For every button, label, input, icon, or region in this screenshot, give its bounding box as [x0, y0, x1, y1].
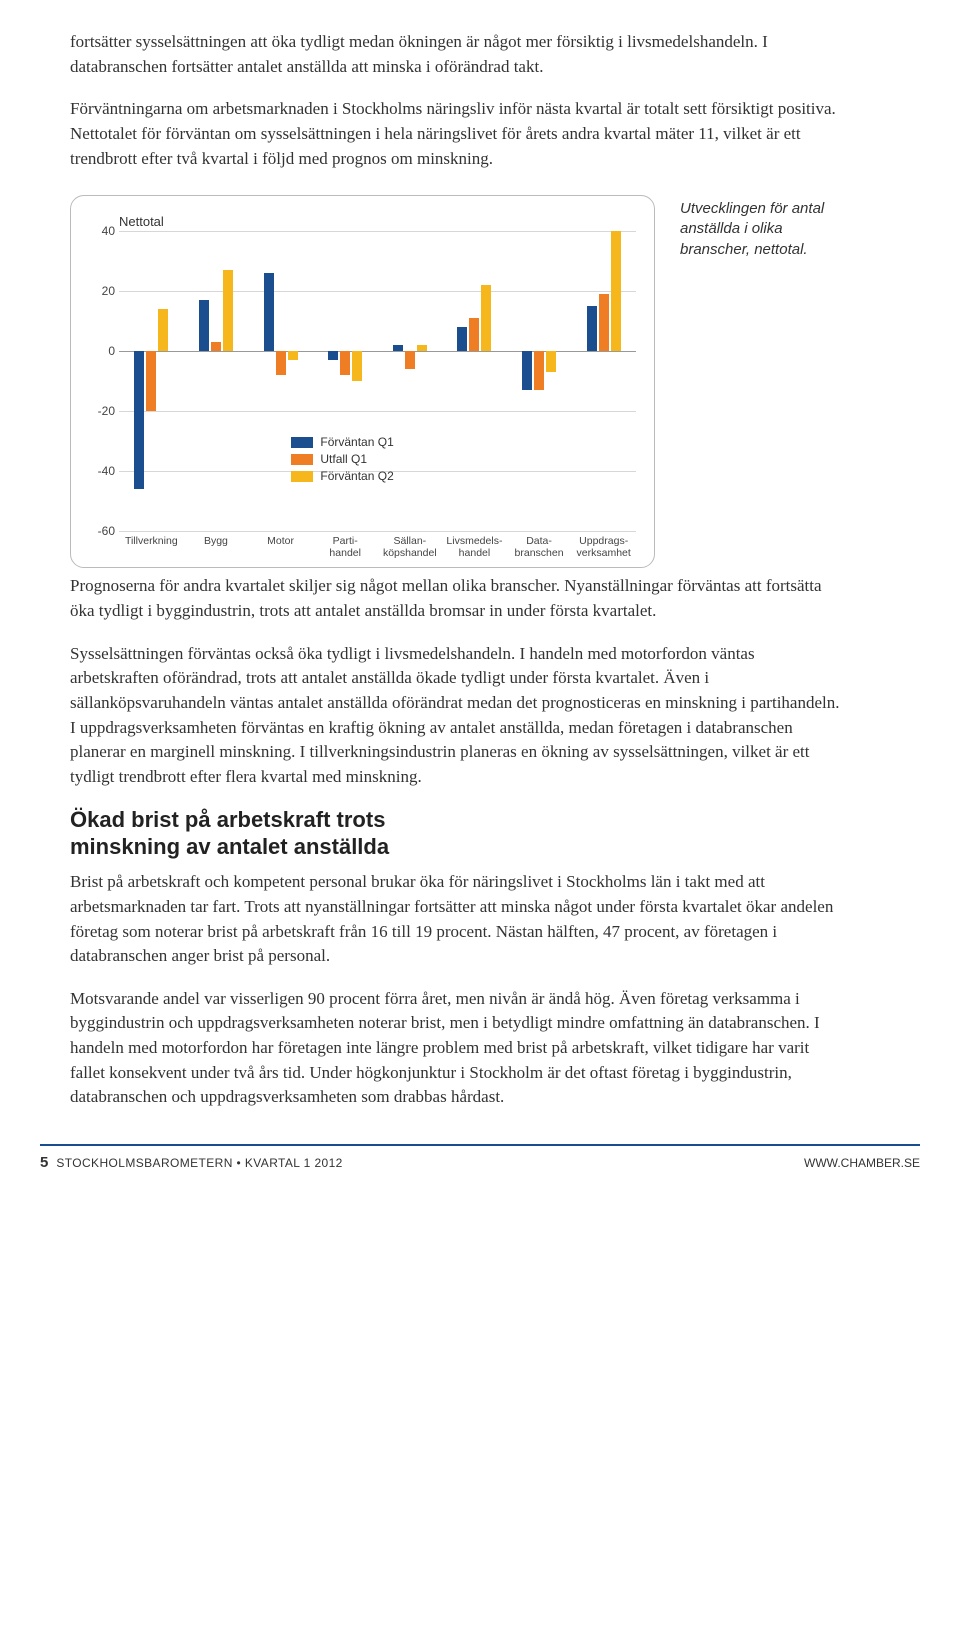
section-heading: Ökad brist på arbetskraft trots minsknin…: [70, 807, 840, 860]
chart-side-caption: Utvecklingen för antal anställda i olika…: [680, 199, 850, 260]
chart-bar: [481, 285, 491, 351]
chart-legend-label: Förväntan Q1: [320, 435, 393, 449]
chart-legend-swatch: [291, 471, 313, 482]
page-footer: 5 STOCKHOLMSBAROMETERN • KVARTAL 1 2012 …: [40, 1144, 920, 1171]
chart-bar: [199, 300, 209, 351]
chart-bar: [264, 273, 274, 351]
chart-legend-item: Utfall Q1: [291, 452, 393, 466]
chart-bar: [522, 351, 532, 390]
chart-x-tick-label: Data-branschen: [507, 535, 572, 559]
section-heading-line1: Ökad brist på arbetskraft trots: [70, 807, 385, 832]
chart-x-tick-label: Bygg: [184, 535, 249, 559]
chart-bar: [223, 270, 233, 351]
chart-legend-swatch: [291, 454, 313, 465]
chart-x-tick-label: Sällan-köpshandel: [378, 535, 443, 559]
section-heading-line2: minskning av antalet anställda: [70, 834, 389, 859]
chart-bar: [417, 345, 427, 351]
chart-bar-group: [571, 231, 636, 531]
chart-y-title: Nettotal: [119, 214, 636, 229]
chart-plot-area: 40200-20-40-60Förväntan Q1Utfall Q1Förvä…: [89, 231, 636, 531]
chart-bar: [469, 318, 479, 351]
body-paragraph-5: Brist på arbetskraft och kompetent perso…: [70, 870, 840, 969]
chart-bar: [288, 351, 298, 360]
intro-paragraph-1: fortsätter sysselsättningen att öka tydl…: [70, 30, 840, 79]
chart-legend-item: Förväntan Q2: [291, 469, 393, 483]
chart-bar-group: [119, 231, 184, 531]
chart-bar-group: [184, 231, 249, 531]
chart-bar: [599, 294, 609, 351]
chart-y-tick-label: 20: [102, 284, 115, 298]
chart-legend: Förväntan Q1 Utfall Q1 Förväntan Q2: [291, 435, 393, 486]
chart-bar: [546, 351, 556, 372]
footer-url: WWW.CHAMBER.SE: [804, 1156, 920, 1170]
chart-bar: [457, 327, 467, 351]
chart-bar: [405, 351, 415, 369]
chart-bar: [352, 351, 362, 381]
chart-bar-group: [313, 231, 378, 531]
chart-legend-label: Utfall Q1: [320, 452, 367, 466]
chart-x-tick-label: Motor: [248, 535, 313, 559]
footer-page-number: 5: [40, 1154, 48, 1171]
body-paragraph-6: Motsvarande andel var visserligen 90 pro…: [70, 987, 840, 1110]
chart-bar: [134, 351, 144, 489]
chart-bar-group: [507, 231, 572, 531]
chart-bar-group: [248, 231, 313, 531]
chart-gridline: [119, 531, 636, 532]
chart-bar-group: [442, 231, 507, 531]
chart-bar: [611, 231, 621, 351]
chart-bar-group: [378, 231, 443, 531]
chart-y-tick-label: -20: [98, 404, 115, 418]
chart-y-tick-label: 0: [108, 344, 115, 358]
chart-y-tick-label: 40: [102, 224, 115, 238]
chart-bar: [328, 351, 338, 360]
intro-paragraph-2: Förväntningarna om arbetsmarknaden i Sto…: [70, 97, 840, 171]
chart-y-tick-label: -60: [98, 524, 115, 538]
chart-bar: [587, 306, 597, 351]
chart-bar: [276, 351, 286, 375]
chart-bar: [393, 345, 403, 351]
chart-x-tick-label: Parti-handel: [313, 535, 378, 559]
chart-container: Nettotal 40 20 0 -20 -40 -60 Förväntan Q1 Utfal…: [70, 195, 840, 568]
chart-box: Nettotal 40 20 0 -20 -40 -60 Förväntan Q1 Utfal…: [70, 195, 655, 568]
body-paragraph-3: Prognoserna för andra kvartalet skiljer …: [70, 574, 840, 623]
chart-y-tick-label: -40: [98, 464, 115, 478]
footer-doc-title: STOCKHOLMSBAROMETERN • KVARTAL 1 2012: [56, 1156, 342, 1170]
chart-x-tick-label: Livsmedels-handel: [442, 535, 507, 559]
chart-x-tick-label: Uppdrags-verksamhet: [571, 535, 636, 559]
chart-x-tick-label: Tillverkning: [119, 535, 184, 559]
chart-legend-item: Förväntan Q1: [291, 435, 393, 449]
body-paragraph-4: Sysselsättningen förväntas också öka tyd…: [70, 642, 840, 790]
chart-bar: [158, 309, 168, 351]
chart-legend-label: Förväntan Q2: [320, 469, 393, 483]
chart-bar: [534, 351, 544, 390]
chart-x-labels: TillverkningByggMotorParti-handelSällan-…: [119, 535, 636, 559]
chart-legend-swatch: [291, 437, 313, 448]
chart-bar: [340, 351, 350, 375]
chart-bar: [146, 351, 156, 411]
chart-bar: [211, 342, 221, 351]
